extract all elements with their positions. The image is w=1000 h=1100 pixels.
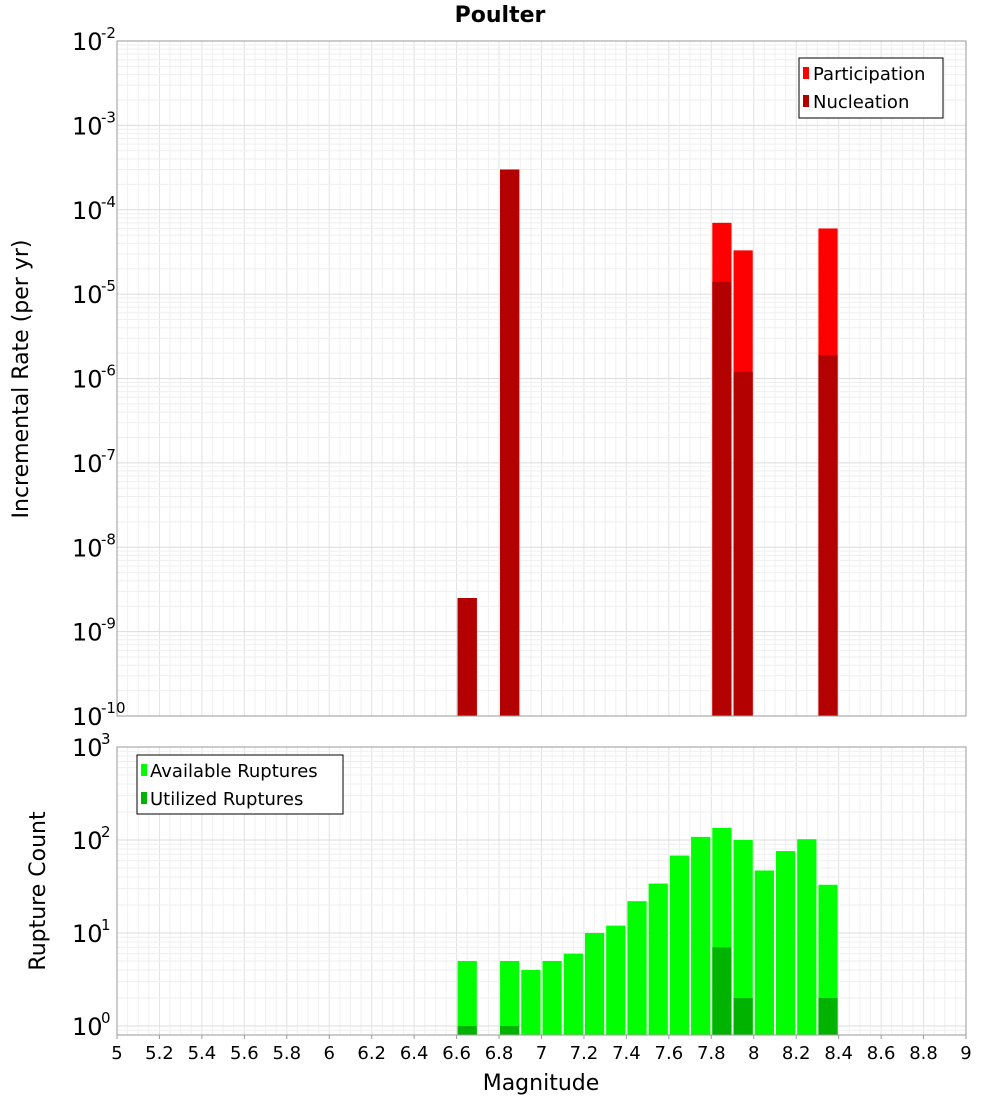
rate-bar-nucleation bbox=[457, 598, 477, 716]
x-tick-label: 6.8 bbox=[485, 1043, 514, 1064]
count-bar-available-ruptures bbox=[563, 953, 583, 1035]
x-tick-label: 5 bbox=[111, 1043, 122, 1064]
x-tick-label: 5.2 bbox=[145, 1043, 174, 1064]
top-y-tick-label: 10 bbox=[72, 28, 103, 56]
legend-swatch-available-ruptures bbox=[141, 764, 147, 776]
top-y-axis-label: Incremental Rate (per yr) bbox=[9, 240, 34, 519]
x-tick-label: 5.6 bbox=[230, 1043, 259, 1064]
bottom-y-tick-label: 10 bbox=[72, 734, 103, 762]
top-y-tick-label: 10 bbox=[72, 534, 103, 562]
x-tick-label: 7.6 bbox=[655, 1043, 684, 1064]
bottom-y-tick-exponent: 2 bbox=[101, 823, 111, 841]
x-tick-label: 5.8 bbox=[272, 1043, 301, 1064]
bottom-y-tick-exponent: 3 bbox=[101, 730, 111, 748]
x-tick-label: 8.6 bbox=[867, 1043, 896, 1064]
top-y-tick-exponent: -9 bbox=[101, 615, 116, 633]
legend-swatch-nucleation bbox=[803, 95, 809, 107]
top-y-tick-label: 10 bbox=[72, 281, 103, 309]
x-tick-label: 6 bbox=[324, 1043, 335, 1064]
top-y-tick-label: 10 bbox=[72, 366, 103, 394]
count-bar-available-ruptures bbox=[606, 925, 626, 1035]
bottom-plot-bars bbox=[457, 827, 838, 1035]
count-bar-utilized-ruptures bbox=[500, 1025, 520, 1035]
bottom-y-tick-label: 10 bbox=[72, 827, 103, 855]
x-tick-label: 7 bbox=[536, 1043, 547, 1064]
top-y-tick-label: 10 bbox=[72, 450, 103, 478]
top-y-tick-label: 10 bbox=[72, 112, 103, 140]
top-plot-bars bbox=[457, 169, 838, 717]
legend-swatch-participation bbox=[803, 67, 809, 79]
rate-bar-nucleation bbox=[733, 371, 753, 716]
x-axis-label: Magnitude bbox=[483, 1071, 600, 1096]
count-bar-available-ruptures bbox=[691, 836, 711, 1035]
top-y-tick-exponent: -3 bbox=[101, 108, 116, 126]
count-bar-available-ruptures bbox=[818, 884, 838, 1035]
top-y-tick-exponent: -10 bbox=[101, 699, 126, 717]
top-y-tick-exponent: -2 bbox=[101, 24, 116, 42]
x-tick-label: 7.4 bbox=[612, 1043, 641, 1064]
bottom-y-axis-label: Rupture Count bbox=[26, 811, 51, 971]
count-bar-available-ruptures bbox=[500, 960, 520, 1035]
count-bar-utilized-ruptures bbox=[712, 947, 732, 1035]
top-y-tick-exponent: -5 bbox=[101, 277, 116, 295]
count-bar-available-ruptures bbox=[775, 851, 796, 1035]
top-y-tick-exponent: -4 bbox=[101, 193, 116, 211]
bottom-y-tick-label: 10 bbox=[72, 1013, 103, 1041]
bottom-legend: Available Ruptures Utilized Ruptures bbox=[136, 754, 344, 815]
bottom-y-tick-exponent: 1 bbox=[101, 916, 111, 934]
x-tick-label: 8.8 bbox=[909, 1043, 938, 1064]
top-y-tick-exponent: -7 bbox=[101, 446, 116, 464]
count-bar-available-ruptures bbox=[754, 870, 774, 1035]
count-bar-available-ruptures bbox=[733, 839, 753, 1035]
count-bar-available-ruptures bbox=[584, 932, 605, 1035]
x-tick-label: 6.2 bbox=[357, 1043, 386, 1064]
top-legend: Participation Nucleation bbox=[798, 57, 944, 119]
bottom-y-tick-label: 10 bbox=[72, 920, 103, 948]
top-y-tick-exponent: -8 bbox=[101, 530, 116, 548]
count-bar-available-ruptures bbox=[797, 839, 817, 1035]
legend-label-utilized-ruptures: Utilized Ruptures bbox=[150, 789, 303, 810]
count-bar-available-ruptures bbox=[627, 901, 647, 1035]
top-plot-frame bbox=[116, 40, 967, 717]
count-bar-utilized-ruptures bbox=[457, 1025, 477, 1035]
legend-label-available-ruptures: Available Ruptures bbox=[150, 761, 318, 782]
x-tick-label: 6.6 bbox=[442, 1043, 471, 1064]
top-plot-grid bbox=[116, 40, 967, 717]
top-y-tick-label: 10 bbox=[72, 197, 103, 225]
x-tick-label: 8.2 bbox=[782, 1043, 811, 1064]
rate-bar-nucleation bbox=[712, 281, 732, 716]
legend-swatch-utilized-ruptures bbox=[141, 792, 147, 804]
top-y-tick-label: 10 bbox=[72, 619, 103, 647]
x-tick-label: 7.2 bbox=[570, 1043, 599, 1064]
top-y-tick-label: 10 bbox=[72, 703, 103, 731]
legend-label-participation: Participation bbox=[813, 64, 925, 85]
count-bar-available-ruptures bbox=[542, 960, 562, 1035]
chart-title: Poulter bbox=[455, 3, 546, 28]
rate-bar-nucleation bbox=[818, 354, 838, 716]
count-bar-available-ruptures bbox=[457, 960, 477, 1035]
x-tick-label: 7.8 bbox=[697, 1043, 726, 1064]
x-tick-label: 6.4 bbox=[400, 1043, 429, 1064]
bottom-legend-box bbox=[136, 754, 344, 815]
top-legend-box bbox=[798, 57, 944, 119]
count-bar-available-ruptures bbox=[521, 969, 541, 1035]
count-bar-utilized-ruptures bbox=[818, 997, 838, 1035]
legend-label-nucleation: Nucleation bbox=[813, 92, 909, 113]
x-tick-label: 5.4 bbox=[188, 1043, 217, 1064]
x-tick-label: 8.4 bbox=[824, 1043, 853, 1064]
x-tick-label: 9 bbox=[960, 1043, 971, 1064]
rate-bar-nucleation bbox=[500, 169, 520, 716]
count-bar-available-ruptures bbox=[669, 855, 690, 1035]
count-bar-utilized-ruptures bbox=[733, 997, 753, 1035]
top-y-tick-exponent: -6 bbox=[101, 362, 116, 380]
bottom-y-tick-exponent: 0 bbox=[101, 1009, 111, 1027]
count-bar-available-ruptures bbox=[648, 883, 668, 1035]
x-tick-label: 8 bbox=[748, 1043, 759, 1064]
bottom-x-ticks: 5 5.2 5.4 5.6 5.8 6 6.2 6.4 6.6 6.8 7 7.2 7.4 7.6 7.8 8… bbox=[111, 1035, 972, 1064]
